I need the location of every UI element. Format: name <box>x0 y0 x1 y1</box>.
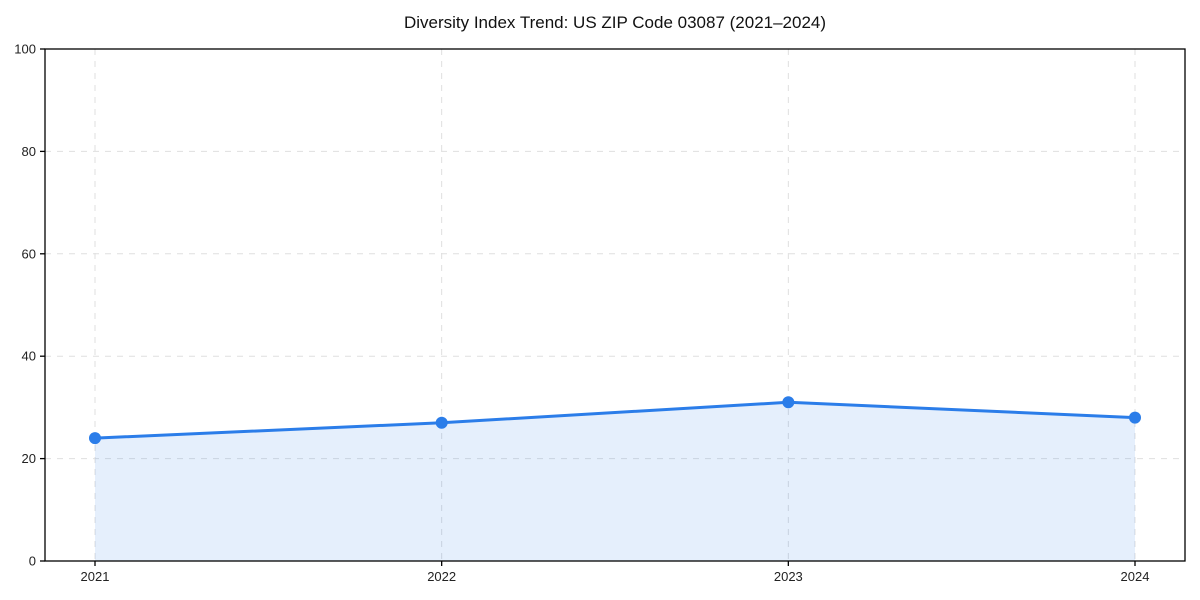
trend-line <box>93 400 1137 440</box>
series-layer <box>89 396 1141 561</box>
x-tick-label: 2023 <box>774 569 803 584</box>
data-point-2023 <box>782 396 795 409</box>
chart-title: Diversity Index Trend: US ZIP Code 03087… <box>404 13 826 32</box>
axes-layer: 0 20 40 60 80 100 2021 2022 2023 2024 <box>14 42 1186 584</box>
x-tick-label: 2021 <box>81 569 110 584</box>
y-tick-label: 0 <box>29 554 36 569</box>
plot-border <box>44 48 1186 562</box>
y-tick-label: 80 <box>22 144 36 159</box>
x-tick-label: 2022 <box>427 569 456 584</box>
y-tick-label: 100 <box>14 42 36 57</box>
data-point-2024 <box>1129 411 1141 424</box>
area-fill <box>95 402 1135 561</box>
y-tick-label: 20 <box>22 451 36 466</box>
data-point-2022 <box>435 416 448 429</box>
data-point-2021 <box>89 432 101 445</box>
y-tick-label: 60 <box>22 246 36 261</box>
gridlines <box>45 49 1185 561</box>
y-tick-label: 40 <box>22 349 36 364</box>
x-tick-label: 2024 <box>1121 569 1150 584</box>
